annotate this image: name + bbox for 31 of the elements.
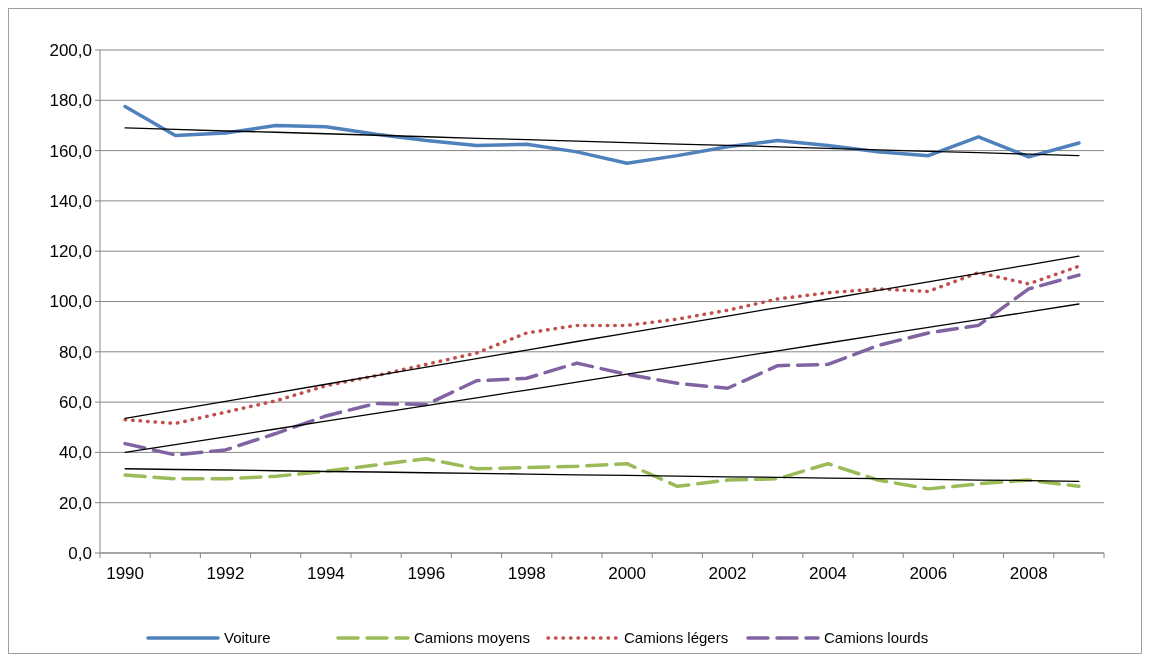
x-tick-label: 2008 bbox=[1009, 564, 1048, 583]
line-series bbox=[124, 468, 1080, 482]
x-tick-label: 1998 bbox=[507, 564, 546, 583]
legend-label: Voiture bbox=[224, 629, 271, 647]
x-tick-label: 2002 bbox=[708, 564, 747, 583]
y-tick-label: 80,0 bbox=[58, 342, 92, 362]
x-tick-label: 1992 bbox=[206, 564, 245, 583]
x-tick-label: 1996 bbox=[407, 564, 446, 583]
legend-label: Camions moyens bbox=[414, 629, 530, 647]
line-series bbox=[124, 303, 1080, 454]
legend-label: Camions légers bbox=[624, 629, 729, 647]
y-tick-label: 140,0 bbox=[49, 191, 92, 211]
line-series bbox=[124, 127, 1080, 157]
x-tick-label: 2006 bbox=[909, 564, 948, 583]
y-tick-label: 160,0 bbox=[49, 141, 92, 161]
line-series bbox=[123, 456, 1081, 491]
x-tick-label: 1994 bbox=[306, 564, 345, 583]
legend-label: Camions lourds bbox=[824, 629, 929, 647]
line-series bbox=[123, 273, 1081, 457]
y-tick-label: 60,0 bbox=[58, 393, 92, 413]
y-tick-label: 180,0 bbox=[49, 91, 92, 111]
y-tick-label: 20,0 bbox=[58, 493, 92, 513]
x-tick-label: 2000 bbox=[608, 564, 647, 583]
y-tick-label: 40,0 bbox=[58, 443, 92, 463]
line-series bbox=[123, 104, 1081, 165]
y-tick-label: 0,0 bbox=[68, 543, 92, 563]
x-tick-label: 2004 bbox=[808, 564, 847, 583]
x-tick-label: 1990 bbox=[106, 564, 145, 583]
y-tick-label: 200,0 bbox=[49, 40, 92, 60]
y-tick-label: 100,0 bbox=[49, 292, 92, 312]
y-tick-label: 120,0 bbox=[49, 242, 92, 262]
